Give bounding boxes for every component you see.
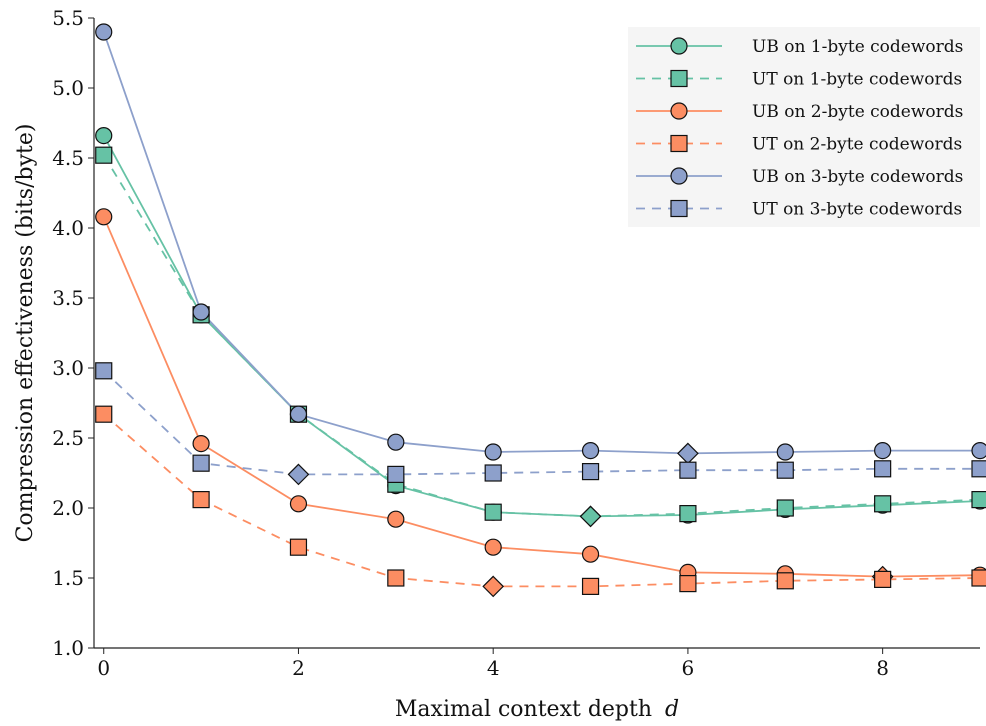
- x-axis-label: Maximal context depth d: [395, 697, 679, 722]
- series-markers: [95, 23, 986, 598]
- data-point-5-4: [484, 464, 502, 482]
- legend-marker-1: [670, 69, 688, 88]
- y-tick-label: 3.5: [52, 286, 84, 310]
- data-point-4-4: [484, 443, 502, 461]
- y-tick-label: 2.5: [52, 426, 84, 450]
- x-tick-label: 8: [876, 656, 889, 680]
- y-tick-label: 1.0: [52, 636, 84, 660]
- data-point-2-1: [192, 435, 210, 453]
- data-point-2-2: [289, 495, 308, 513]
- data-point-4-3: [387, 433, 405, 451]
- data-point-1-0: [95, 146, 113, 164]
- data-point-3-1: [192, 491, 210, 509]
- data-point-3-3: [387, 569, 405, 587]
- data-point-1-9: [971, 491, 986, 509]
- y-tick-label: 4.5: [52, 146, 84, 170]
- data-point-1-5: [579, 505, 602, 528]
- data-point-3-8: [874, 570, 892, 589]
- y-tick-label: 3.0: [52, 356, 84, 380]
- data-point-3-6: [679, 574, 697, 593]
- legend-marker-2: [670, 102, 688, 120]
- x-axis-label-text: Maximal context depth: [395, 697, 652, 722]
- data-point-5-3: [387, 465, 405, 483]
- legend-marker-4: [670, 167, 688, 185]
- legend-label-3: UT on 2-byte codewords: [752, 135, 962, 155]
- data-point-5-6: [679, 461, 697, 479]
- data-point-4-2: [289, 405, 308, 423]
- x-ticks: 0 2 4 6 8: [97, 648, 889, 680]
- data-point-4-9: [971, 442, 986, 460]
- data-point-4-6: [677, 442, 699, 465]
- y-axis-label: Compression effectiveness (bits/byte): [13, 124, 38, 543]
- series-line-3: [103, 413, 981, 588]
- data-point-3-5: [581, 577, 600, 596]
- data-point-1-8: [874, 495, 892, 513]
- data-point-1-6: [679, 505, 697, 523]
- series-line-2: [102, 216, 981, 578]
- series-lines: [102, 31, 981, 588]
- data-point-5-1: [192, 454, 210, 472]
- data-point-4-1: [192, 303, 210, 321]
- legend-box: [628, 27, 980, 227]
- data-point-0-0: [95, 127, 113, 145]
- y-tick-label: 5.5: [52, 6, 84, 30]
- legend-label-0: UB on 1-byte codewords: [752, 37, 963, 57]
- data-point-5-2: [287, 463, 310, 486]
- data-point-3-4: [482, 575, 505, 598]
- data-point-5-5: [581, 463, 600, 481]
- x-tick-label: 6: [682, 656, 695, 680]
- x-axis-label-variable: d: [665, 697, 679, 722]
- x-tick-label: 0: [97, 656, 110, 680]
- x-tick-label: 2: [292, 656, 305, 680]
- legend-marker-3: [670, 134, 688, 153]
- series-line-5: [103, 370, 980, 476]
- data-point-4-7: [776, 443, 794, 461]
- data-point-5-8: [874, 460, 892, 478]
- data-point-4-0: [95, 23, 113, 41]
- data-point-2-3: [387, 510, 405, 528]
- data-point-3-9: [971, 569, 986, 587]
- data-point-5-7: [776, 461, 794, 479]
- legend-marker-5: [670, 199, 688, 218]
- legend-label-5: UT on 3-byte codewords: [752, 200, 962, 220]
- legend-label-1: UT on 1-byte codewords: [752, 70, 962, 90]
- legend-label-2: UB on 2-byte codewords: [752, 102, 963, 122]
- data-point-5-9: [971, 460, 986, 478]
- y-tick-label: 1.5: [52, 566, 84, 590]
- data-point-4-5: [581, 442, 600, 460]
- data-point-2-5: [581, 545, 600, 563]
- series-line-4: [102, 31, 980, 455]
- data-point-1-7: [776, 499, 794, 517]
- data-point-4-8: [874, 442, 892, 460]
- data-point-3-0: [95, 405, 113, 423]
- legend: UB on 1-byte codewords UT on 1-byte codew…: [628, 27, 980, 227]
- x-tick-label: 4: [487, 656, 500, 680]
- data-point-1-4: [484, 503, 502, 521]
- y-tick-label: 2.0: [52, 496, 84, 520]
- series-line-1: [102, 154, 981, 518]
- data-point-2-4: [484, 538, 502, 556]
- data-point-3-7: [776, 572, 794, 590]
- y-tick-label: 5.0: [52, 76, 84, 100]
- y-ticks: 1.0 1.5 2.0 2.5 3.0 3.5 4.0 4.5 5.0 5.5: [52, 6, 94, 660]
- data-point-2-0: [95, 208, 113, 226]
- legend-label-4: UB on 3-byte codewords: [752, 167, 963, 187]
- data-point-3-2: [289, 538, 308, 556]
- data-point-5-0: [95, 362, 113, 380]
- y-tick-label: 4.0: [52, 216, 84, 240]
- legend-marker-0: [670, 37, 688, 55]
